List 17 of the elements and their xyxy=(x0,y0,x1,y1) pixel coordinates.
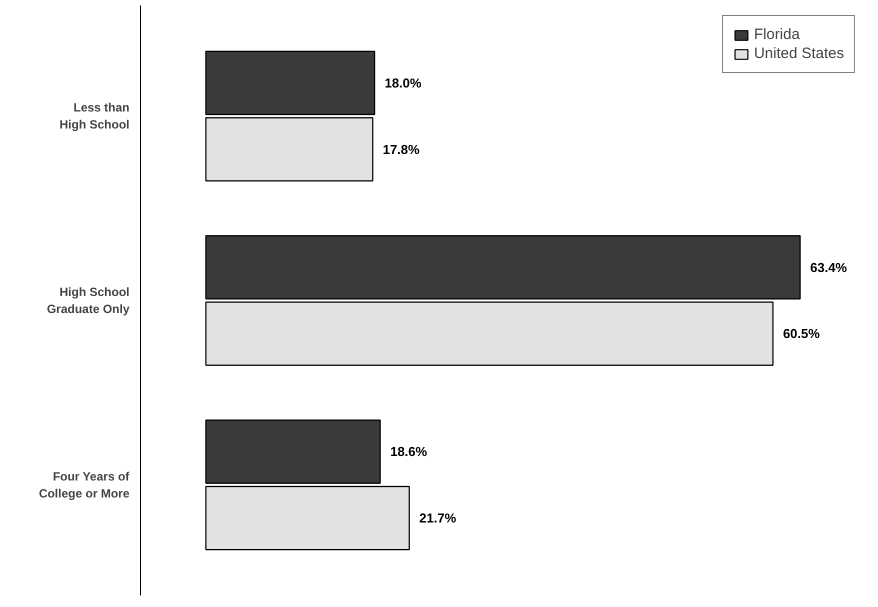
data-label: 63.4% xyxy=(810,260,848,275)
y-tick-label: Four Years of College or More xyxy=(38,469,130,500)
legend-label: Florida xyxy=(754,26,800,43)
y-tick-label: Less than High School xyxy=(60,100,130,132)
bar xyxy=(205,235,801,300)
bar xyxy=(205,302,774,366)
data-label: 18.6% xyxy=(390,444,428,460)
bar xyxy=(205,486,410,550)
data-label: 18.0% xyxy=(384,75,422,90)
legend-label: United States xyxy=(754,45,844,62)
data-label: 21.7% xyxy=(419,510,457,526)
bar xyxy=(205,117,374,182)
y-tick-label: High School Graduate Only xyxy=(46,285,130,316)
bar xyxy=(205,50,376,116)
data-label: 17.8% xyxy=(382,142,420,157)
data-label: 60.5% xyxy=(782,326,820,342)
bar xyxy=(205,420,381,484)
